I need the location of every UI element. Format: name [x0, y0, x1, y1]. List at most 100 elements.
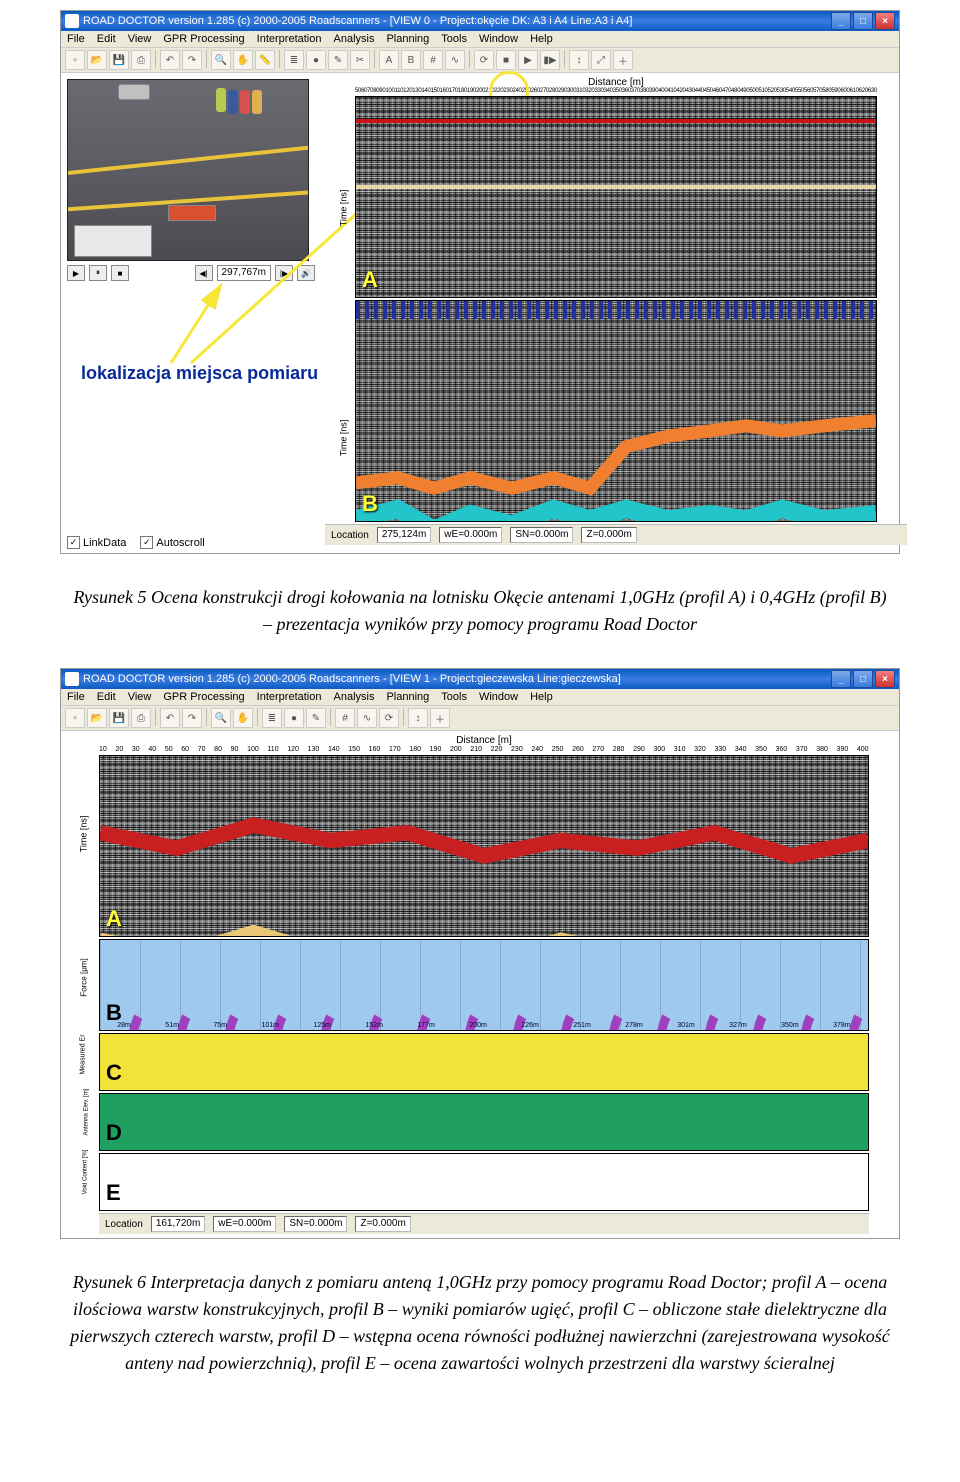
tb-redo-icon[interactable]: ↷: [182, 50, 202, 70]
tb2-refresh-icon[interactable]: ⟳: [379, 708, 399, 728]
panel-b-label: B: [362, 491, 378, 517]
tb2-marker-icon[interactable]: ●: [284, 708, 304, 728]
tb2-pan-icon[interactable]: ✋: [233, 708, 253, 728]
menu2-edit[interactable]: Edit: [97, 691, 116, 703]
tb2-save-icon[interactable]: 💾: [109, 708, 129, 728]
volume-icon[interactable]: 🔊: [297, 265, 315, 281]
xticks-top: 5060708090100110120130140150160170180190…: [355, 88, 877, 94]
tb-b-icon[interactable]: B: [401, 50, 421, 70]
tb-stop-icon[interactable]: ■: [496, 50, 516, 70]
tb-print-icon[interactable]: ⎙: [131, 50, 151, 70]
play-button[interactable]: ▶: [67, 265, 85, 281]
menu2-file[interactable]: File: [67, 691, 85, 703]
tb-resize-icon[interactable]: ⤢: [591, 50, 611, 70]
distance-axis-label: Distance [m]: [325, 77, 907, 88]
menu2-interp[interactable]: Interpretation: [257, 691, 322, 703]
tb-arrow-icon[interactable]: ↕: [569, 50, 589, 70]
menu2-gpr[interactable]: GPR Processing: [163, 691, 244, 703]
tb-refresh-icon[interactable]: ⟳: [474, 50, 494, 70]
menu-interpretation[interactable]: Interpretation: [257, 33, 322, 45]
tb-edit-icon[interactable]: ✎: [328, 50, 348, 70]
distance-axis-2: Distance [m]: [99, 735, 869, 746]
panel-2a-label: A: [106, 906, 122, 932]
tb2-new-icon[interactable]: ▫: [65, 708, 85, 728]
void-label: Void Content [%]: [82, 1150, 88, 1195]
tb-zoom-icon[interactable]: 🔍: [211, 50, 231, 70]
tb-cut-icon[interactable]: ✂: [350, 50, 370, 70]
tb2-print-icon[interactable]: ⎙: [131, 708, 151, 728]
menu-tools[interactable]: Tools: [441, 33, 467, 45]
radargram-b[interactable]: B 0 5 10 15 20 25 30 35 40 45 50: [355, 300, 877, 522]
er-label: Measured Er: [80, 1034, 87, 1074]
tb-open-icon[interactable]: 📂: [87, 50, 107, 70]
menu-gpr[interactable]: GPR Processing: [163, 33, 244, 45]
menu2-analysis[interactable]: Analysis: [334, 691, 375, 703]
minimize-button[interactable]: _: [831, 12, 851, 30]
panel-2c-label: C: [106, 1060, 122, 1086]
tb-play-icon[interactable]: ▶: [518, 50, 538, 70]
close-button-2[interactable]: ×: [875, 670, 895, 688]
panel-d-elev[interactable]: D 3 2 1 0: [99, 1093, 869, 1151]
step-back-button[interactable]: ◀|: [195, 265, 213, 281]
menu-file[interactable]: File: [67, 33, 85, 45]
tb2-curve-icon[interactable]: ∿: [357, 708, 377, 728]
menu-edit[interactable]: Edit: [97, 33, 116, 45]
menu-analysis[interactable]: Analysis: [334, 33, 375, 45]
tb-skip-icon[interactable]: ▮▶: [540, 50, 560, 70]
tb2-layer-icon[interactable]: ≣: [262, 708, 282, 728]
tb-pan-icon[interactable]: ✋: [233, 50, 253, 70]
tb2-arrow-icon[interactable]: ↕: [408, 708, 428, 728]
panel-e-void[interactable]: E 4 3 2 1: [99, 1153, 869, 1211]
close-button[interactable]: ×: [875, 12, 895, 30]
figure5-caption: Rysunek 5 Ocena konstrukcji drogi kołowa…: [0, 564, 960, 658]
tb-new-icon[interactable]: ▫: [65, 50, 85, 70]
tb-marker-icon[interactable]: ●: [306, 50, 326, 70]
tb2-redo-icon[interactable]: ↷: [182, 708, 202, 728]
menu-window[interactable]: Window: [479, 33, 518, 45]
tb2-undo-icon[interactable]: ↶: [160, 708, 180, 728]
tb2-plus-icon[interactable]: ＋: [430, 708, 450, 728]
time-axis-label: Time [ns]: [338, 190, 348, 227]
maximize-button[interactable]: □: [853, 12, 873, 30]
tb-curve-icon[interactable]: ∿: [445, 50, 465, 70]
pause-button[interactable]: ⏸: [89, 265, 107, 281]
tb-grid-icon[interactable]: #: [423, 50, 443, 70]
menu-view[interactable]: View: [128, 33, 152, 45]
panel-b-deflection[interactable]: B 0 50 100 150 200 250 28m51m75m101m125m…: [99, 939, 869, 1031]
tb2-edit-icon[interactable]: ✎: [306, 708, 326, 728]
minimize-button-2[interactable]: _: [831, 670, 851, 688]
radargram-2a[interactable]: A 0 2 4 6 8 10 12 14 0 -26 -51: [99, 755, 869, 937]
tb2-grid-icon[interactable]: #: [335, 708, 355, 728]
stop-button[interactable]: ■: [111, 265, 129, 281]
maximize-button-2[interactable]: □: [853, 670, 873, 688]
tb-save-icon[interactable]: 💾: [109, 50, 129, 70]
menu2-view[interactable]: View: [128, 691, 152, 703]
tb2-zoom-icon[interactable]: 🔍: [211, 708, 231, 728]
radargram-a[interactable]: A 0 2 4 6 8 10 12 14 16 18: [355, 96, 877, 298]
status-location-2: 161,720m: [151, 1216, 205, 1232]
status-location-label-2: Location: [105, 1219, 143, 1230]
menu-planning[interactable]: Planning: [386, 33, 429, 45]
figure6-caption: Rysunek 6 Interpretacja danych z pomiaru…: [0, 1249, 960, 1397]
panel-c-er[interactable]: C 20 15 10 5: [99, 1033, 869, 1091]
tb-a-icon[interactable]: A: [379, 50, 399, 70]
status-sn: SN=0.000m: [510, 527, 573, 543]
status-we-2: wE=0.000m: [213, 1216, 276, 1232]
tb-ruler-icon[interactable]: 📏: [255, 50, 275, 70]
tb2-open-icon[interactable]: 📂: [87, 708, 107, 728]
chart-pane: Distance [m] 506070809010011012013014015…: [321, 73, 911, 553]
xticks-2: 1020304050607080901001101201301401501601…: [99, 746, 869, 753]
menu2-tools[interactable]: Tools: [441, 691, 467, 703]
menu2-help[interactable]: Help: [530, 691, 553, 703]
menu2-window[interactable]: Window: [479, 691, 518, 703]
autoscroll-checkbox[interactable]: ✓Autoscroll: [140, 536, 204, 549]
step-fwd-button[interactable]: |▶: [275, 265, 293, 281]
menu2-planning[interactable]: Planning: [386, 691, 429, 703]
linkdata-checkbox[interactable]: ✓LinkData: [67, 536, 126, 549]
force-label: Force [μm]: [80, 958, 89, 996]
menu-help[interactable]: Help: [530, 33, 553, 45]
app-window-1: ROAD DOCTOR version 1.285 (c) 2000-2005 …: [60, 10, 900, 554]
tb-plus-icon[interactable]: ＋: [613, 50, 633, 70]
tb-undo-icon[interactable]: ↶: [160, 50, 180, 70]
tb-layer-icon[interactable]: ≣: [284, 50, 304, 70]
